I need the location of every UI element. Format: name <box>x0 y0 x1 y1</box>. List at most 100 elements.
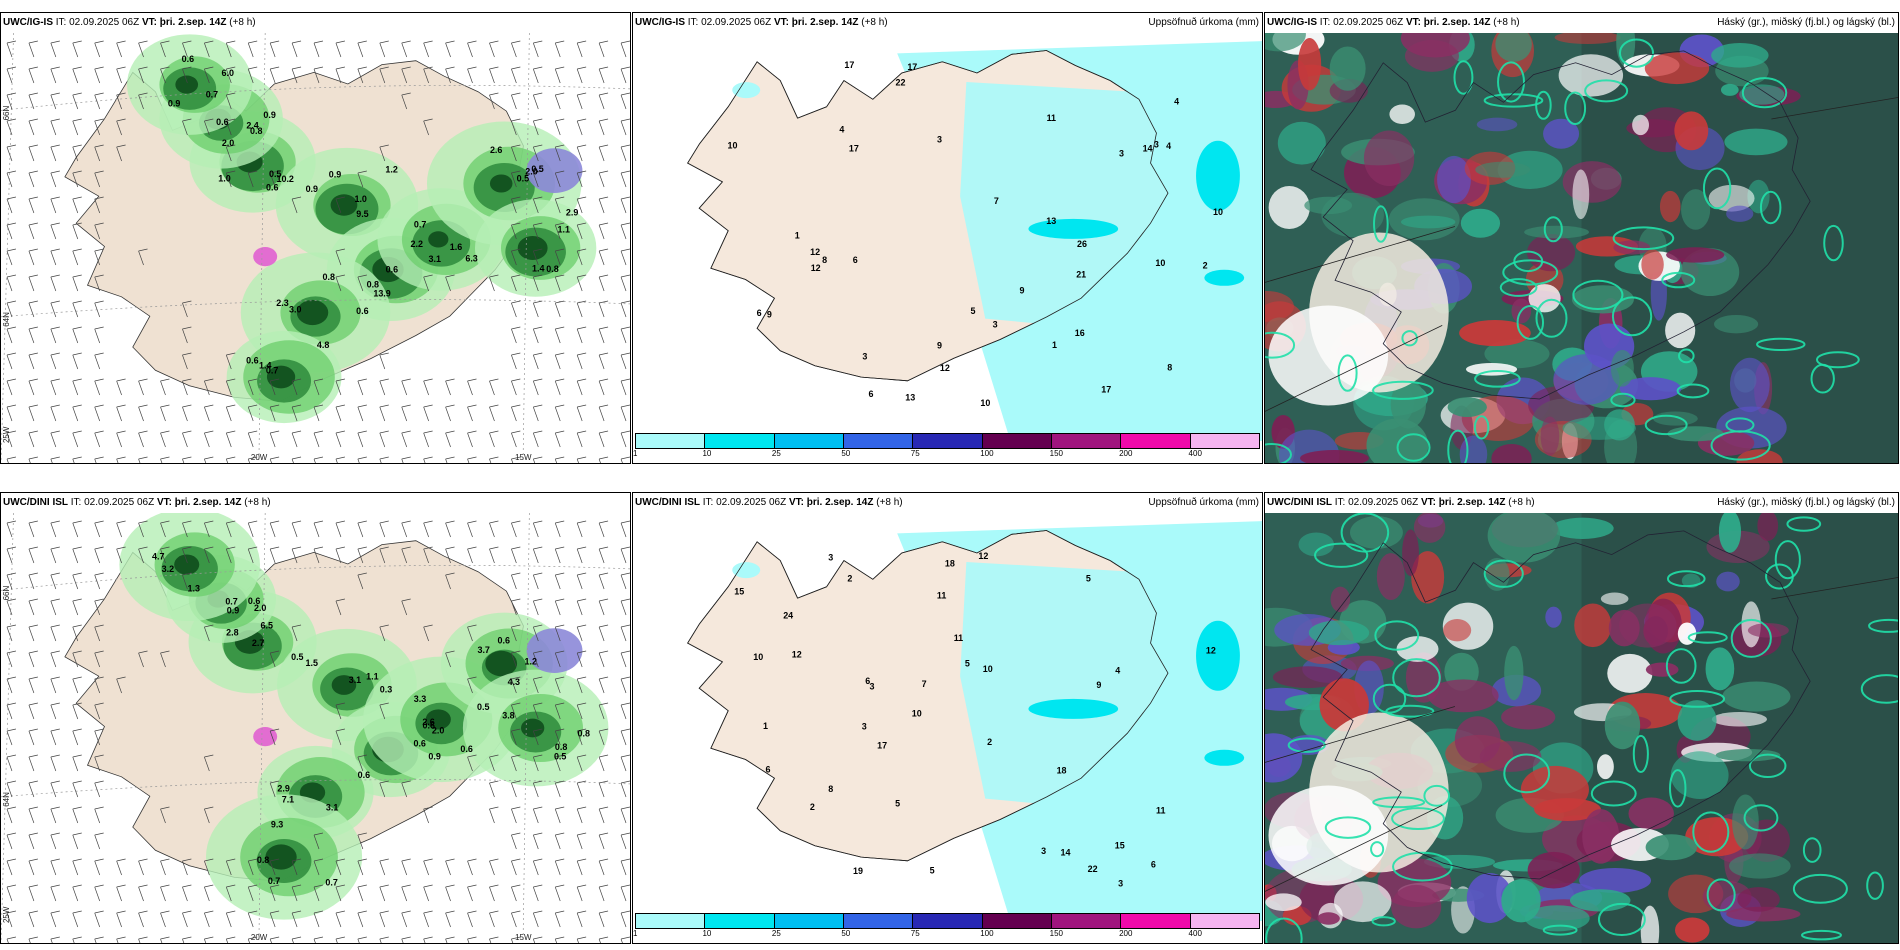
lon-label-15w: 15W <box>515 453 532 462</box>
cloud-map <box>1265 33 1898 463</box>
precip-value: 9.3 <box>271 819 283 829</box>
precip-value: 1.5 <box>305 658 317 668</box>
accum-value: 4 <box>839 124 844 134</box>
colorbar-swatch <box>1190 434 1259 448</box>
accum-value: 3 <box>1118 879 1123 889</box>
accum-value: 1 <box>795 230 800 240</box>
accum-value: 1 <box>763 721 768 731</box>
colorbar-swatch <box>913 434 983 448</box>
accum-value: 6 <box>766 765 771 775</box>
lat-label-64n: 64N <box>2 792 11 807</box>
accum-value: 22 <box>1088 864 1098 874</box>
vt-label: VT: <box>141 17 157 28</box>
precip-value: 1.4 <box>259 360 271 370</box>
accum-value: 4 <box>1166 141 1171 151</box>
accum-value: 6 <box>865 676 870 686</box>
accum-value: 6 <box>1151 859 1156 869</box>
precip-value: 13.9 <box>373 289 390 299</box>
accum-value: 3 <box>1041 846 1046 856</box>
colorbar-tick: 50 <box>841 929 851 938</box>
lead-time: (+8 h) <box>876 497 903 508</box>
precip-value: 0.7 <box>325 878 337 888</box>
precip-value: 2.6 <box>490 145 502 155</box>
accum-value: 13 <box>905 392 915 402</box>
accum-value: 3 <box>862 351 867 361</box>
map-title: Háský (gr.), miðský (fj.bl.) og lágský (… <box>1717 17 1895 28</box>
precip-value: 1.1 <box>557 224 569 234</box>
lat-label-64n: 64N <box>2 312 11 327</box>
accum-value: 17 <box>877 741 887 751</box>
precip-map: 20W 15W 66N 64N 25W 0.5 0.3 0.6 0.5 0.6 0.5 0.6 0.8 0… <box>1 513 630 943</box>
accum-value: 9 <box>1096 680 1101 690</box>
accum-value: 5 <box>895 798 900 808</box>
vt-label: VT: <box>1420 497 1436 508</box>
precip-value: 1.0 <box>218 174 230 184</box>
panel-precip-igis: UWC/IG-IS IT: 02.09.2025 06Z VT: þri. 2.… <box>0 12 631 464</box>
colorbar-swatch <box>1121 914 1191 928</box>
accum-value: 8 <box>822 255 827 265</box>
precip-value: 2.9 <box>277 784 289 794</box>
accum-value: 6 <box>853 255 858 265</box>
map-title: Uppsöfnuð úrkoma (mm) <box>1148 497 1259 508</box>
precip-value: 0.8 <box>250 126 262 136</box>
vt-value: þri. 2.sep. 14Z <box>806 497 874 508</box>
lon-label-20w: 20W <box>251 453 268 462</box>
precip-value: 7.1 <box>282 795 294 805</box>
accum-value: 3 <box>862 722 867 732</box>
panel-accum-dini: UWC/DINI ISL IT: 02.09.2025 06Z VT: þri.… <box>632 492 1263 944</box>
panel-header: UWC/IG-IS IT: 02.09.2025 06Z VT: þri. 2.… <box>633 13 1262 33</box>
it-value: 02.09.2025 06Z <box>716 497 787 508</box>
precip-value: 1.2 <box>525 657 537 667</box>
precip-value: 3.7 <box>477 645 489 655</box>
accum-value: 12 <box>978 551 988 561</box>
accum-value: 3 <box>870 682 875 692</box>
colorbar-tick: 25 <box>771 449 781 458</box>
accum-value: 19 <box>853 866 863 876</box>
vt-value: þri. 2.sep. 14Z <box>791 17 859 28</box>
panel-header: UWC/DINI ISL IT: 02.09.2025 06Z VT: þri.… <box>1265 493 1898 513</box>
precip-value: 0.6 <box>423 721 435 731</box>
precip-value: 3.2 <box>162 564 174 574</box>
vt-value: þri. 2.sep. 14Z <box>174 497 242 508</box>
accum-value: 22 <box>896 77 906 87</box>
colorbar-tick: 1 <box>633 449 638 458</box>
accum-map-svg: 2321235781011651812101151512241715221918… <box>633 513 1262 921</box>
panel-cloud-dini: UWC/DINI ISL IT: 02.09.2025 06Z VT: þri.… <box>1264 492 1899 944</box>
accum-value: 13 <box>1046 216 1056 226</box>
accum-value: 6 <box>757 308 762 318</box>
panel-accum-igis: UWC/IG-IS IT: 02.09.2025 06Z VT: þri. 2.… <box>632 12 1263 464</box>
colorbar-swatch <box>1190 914 1259 928</box>
precip-value: 2.3 <box>276 298 288 308</box>
precip-value: 0.9 <box>168 98 180 108</box>
precip-value: 4.8 <box>317 340 329 350</box>
precip-value: 0.6 <box>386 264 398 274</box>
accum-value: 10 <box>753 652 763 662</box>
precip-value: 4.3 <box>508 677 520 687</box>
cloud-map-svg <box>1265 33 1898 463</box>
colorbar-swatch <box>1121 434 1191 448</box>
precip-value: 0.8 <box>322 272 334 282</box>
precip-value: 0.6 <box>356 306 368 316</box>
accum-value: 4 <box>1115 665 1120 675</box>
colorbar-tick: 50 <box>841 449 851 458</box>
colorbar-tick: 75 <box>910 449 920 458</box>
colorbar-swatch <box>843 434 914 448</box>
precip-value: 0.8 <box>367 280 379 290</box>
precip-map: 20W 15W 66N 64N 25W 0.6 0.9 0.8 0.7 0.5 0.8 0.6 0.7 0… <box>1 33 630 463</box>
lead-time: (+8 h) <box>229 17 256 28</box>
accum-value: 10 <box>1155 258 1165 268</box>
accum-value: 12 <box>810 247 820 257</box>
precip-value: 6.3 <box>465 254 477 264</box>
colorbar-swatch <box>1051 914 1122 928</box>
lead-time: (+8 h) <box>244 497 271 508</box>
precip-value: 0.7 <box>266 366 278 376</box>
vt-label: VT: <box>773 17 789 28</box>
accum-value: 14 <box>1143 144 1153 154</box>
vt-label: VT: <box>156 497 172 508</box>
precip-value: 0.6 <box>216 117 228 127</box>
accum-value: 3 <box>1119 149 1124 159</box>
precip-value: 3.0 <box>289 305 301 315</box>
accum-value: 8 <box>1167 362 1172 372</box>
accum-value: 6 <box>868 389 873 399</box>
accum-value: 17 <box>844 60 854 70</box>
